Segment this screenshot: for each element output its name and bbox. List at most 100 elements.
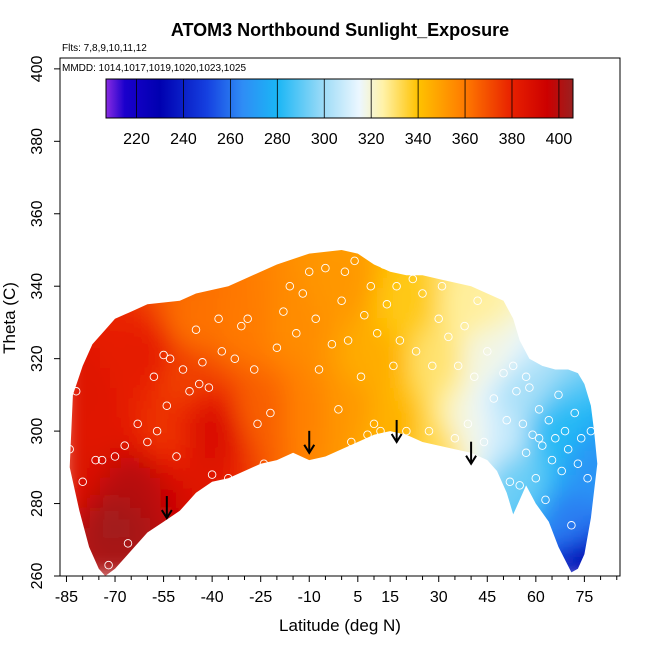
sample-point [123,539,133,548]
sample-point [376,426,385,436]
y-tick-label: 280 [29,490,46,517]
colorbar-tick-label: 280 [264,131,291,148]
x-tick-label: 45 [478,589,496,606]
sample-point [285,281,295,291]
sample-point [395,336,405,345]
x-axis-label: Latitude (deg N) [279,616,401,635]
sample-point [521,372,531,382]
sample-point [230,354,240,363]
sample-point [382,300,392,309]
flights-annotation: Flts: 7,8,9,10,11,12 [62,43,147,54]
sample-point [84,564,94,574]
sample-point [217,347,227,356]
sample-point [194,379,204,389]
sample-point [185,387,194,396]
sample-point [104,560,113,570]
colorbar-tick-label: 260 [217,131,244,148]
sample-point [392,281,401,291]
sample-point [573,459,583,468]
sample-point [198,358,207,367]
sample-point [528,430,537,439]
sample-point [515,481,524,490]
chart-title: ATOM3 Northbound Sunlight_Exposure [171,20,509,40]
sample-point [512,387,521,396]
colorbar-tick-label: 360 [452,131,479,148]
sample-point [224,473,233,483]
down-arrow-icon [465,441,477,466]
sample-point [567,521,576,530]
sample-point [243,314,252,324]
sample-point [304,267,314,276]
x-tick-label: -85 [55,589,78,606]
sample-point [570,408,579,418]
x-tick-label: -55 [152,589,175,606]
sample-point [444,332,453,342]
sample-point [389,361,398,371]
sample-point [554,390,563,400]
sample-point [411,347,421,356]
sample-point [508,361,518,371]
sample-point [428,361,437,371]
sample-point [379,260,388,269]
sample-point [327,339,337,349]
colorbar: 220 240 260 280 300 320 340 360 380 400 [105,78,574,148]
colorbar-tick-label: 400 [546,131,573,148]
sample-point [249,365,259,374]
sample-point [586,426,596,436]
sample-point [133,419,142,429]
plot-frame [59,57,621,577]
sample-point [453,361,463,371]
sample-point [162,401,172,410]
y-axis-label: Theta (C) [0,282,19,354]
sample-point [505,477,515,487]
sample-point [292,329,301,338]
sample-point [356,372,366,382]
y-tick-label: 320 [29,345,46,372]
sample-point [534,405,544,414]
sample-point [450,434,460,443]
x-tick-label: 15 [381,589,399,606]
sample-point [576,434,586,443]
sample-point [65,444,74,454]
sample-point [159,350,168,360]
sample-point [149,372,159,382]
sample-point [538,441,547,450]
colorbar-tick-label: 220 [123,131,150,148]
y-axis: 260 280 300 320 340 360 380 400 [29,55,60,589]
x-tick-label: -25 [249,589,272,606]
sample-point [531,473,541,483]
sample-point [165,354,175,363]
sample-point [521,448,531,458]
sample-point [191,325,201,334]
sample-point [502,415,511,425]
sample-point [314,365,324,374]
colorbar-tick-label: 320 [358,131,385,148]
sample-point [110,452,120,461]
sample-point [518,419,528,429]
sample-point [463,419,473,429]
sample-point [253,419,262,429]
sample-point [560,426,570,436]
sample-point [418,289,427,298]
x-tick-label: 75 [575,589,593,606]
colorbar-tick-label: 240 [170,131,197,148]
sample-point [557,466,566,476]
mmdd-annotation: MMDD: 1014,1017,1019,1020,1023,1025 [62,63,246,74]
colorbar-tick-label: 380 [499,131,526,148]
x-tick-label: 5 [353,589,362,606]
sample-point [214,314,223,324]
sample-point [347,437,356,447]
sample-point [541,495,550,505]
sample-point [363,430,372,439]
sample-point [334,405,343,414]
sample-point [366,281,376,291]
arrows [160,419,477,520]
sample-point [340,267,350,276]
sample-point [78,477,87,487]
sample-point [360,310,369,320]
heatmap-field [69,250,598,576]
sample-point [272,343,282,353]
sample-point [266,408,275,418]
sample-point [499,368,508,378]
sample-point [120,441,129,450]
